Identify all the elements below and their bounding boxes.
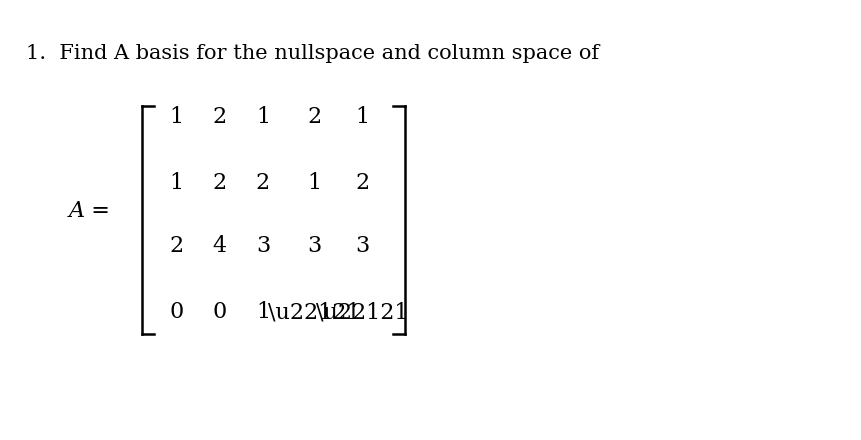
Text: 4: 4	[213, 235, 226, 257]
Text: 2: 2	[355, 172, 369, 194]
Text: 2: 2	[170, 235, 183, 257]
Text: 2: 2	[213, 106, 226, 128]
Text: 3: 3	[256, 235, 269, 257]
Text: 3: 3	[355, 235, 369, 257]
Text: 1: 1	[355, 106, 369, 128]
Text: 1: 1	[170, 172, 183, 194]
Text: \u22121: \u22121	[268, 301, 361, 323]
Text: 2: 2	[213, 172, 226, 194]
Text: 1.  Find A basis for the nullspace and column space of: 1. Find A basis for the nullspace and co…	[26, 44, 598, 63]
Text: 3: 3	[307, 235, 321, 257]
Text: \u22121: \u22121	[315, 301, 408, 323]
Text: 0: 0	[213, 301, 226, 323]
Text: 0: 0	[170, 301, 183, 323]
Text: 2: 2	[307, 106, 321, 128]
Text: 1: 1	[256, 301, 269, 323]
Text: 1: 1	[307, 172, 321, 194]
Text: A =: A =	[69, 200, 111, 222]
Text: 1: 1	[170, 106, 183, 128]
Text: 1: 1	[256, 106, 269, 128]
Text: 2: 2	[256, 172, 269, 194]
